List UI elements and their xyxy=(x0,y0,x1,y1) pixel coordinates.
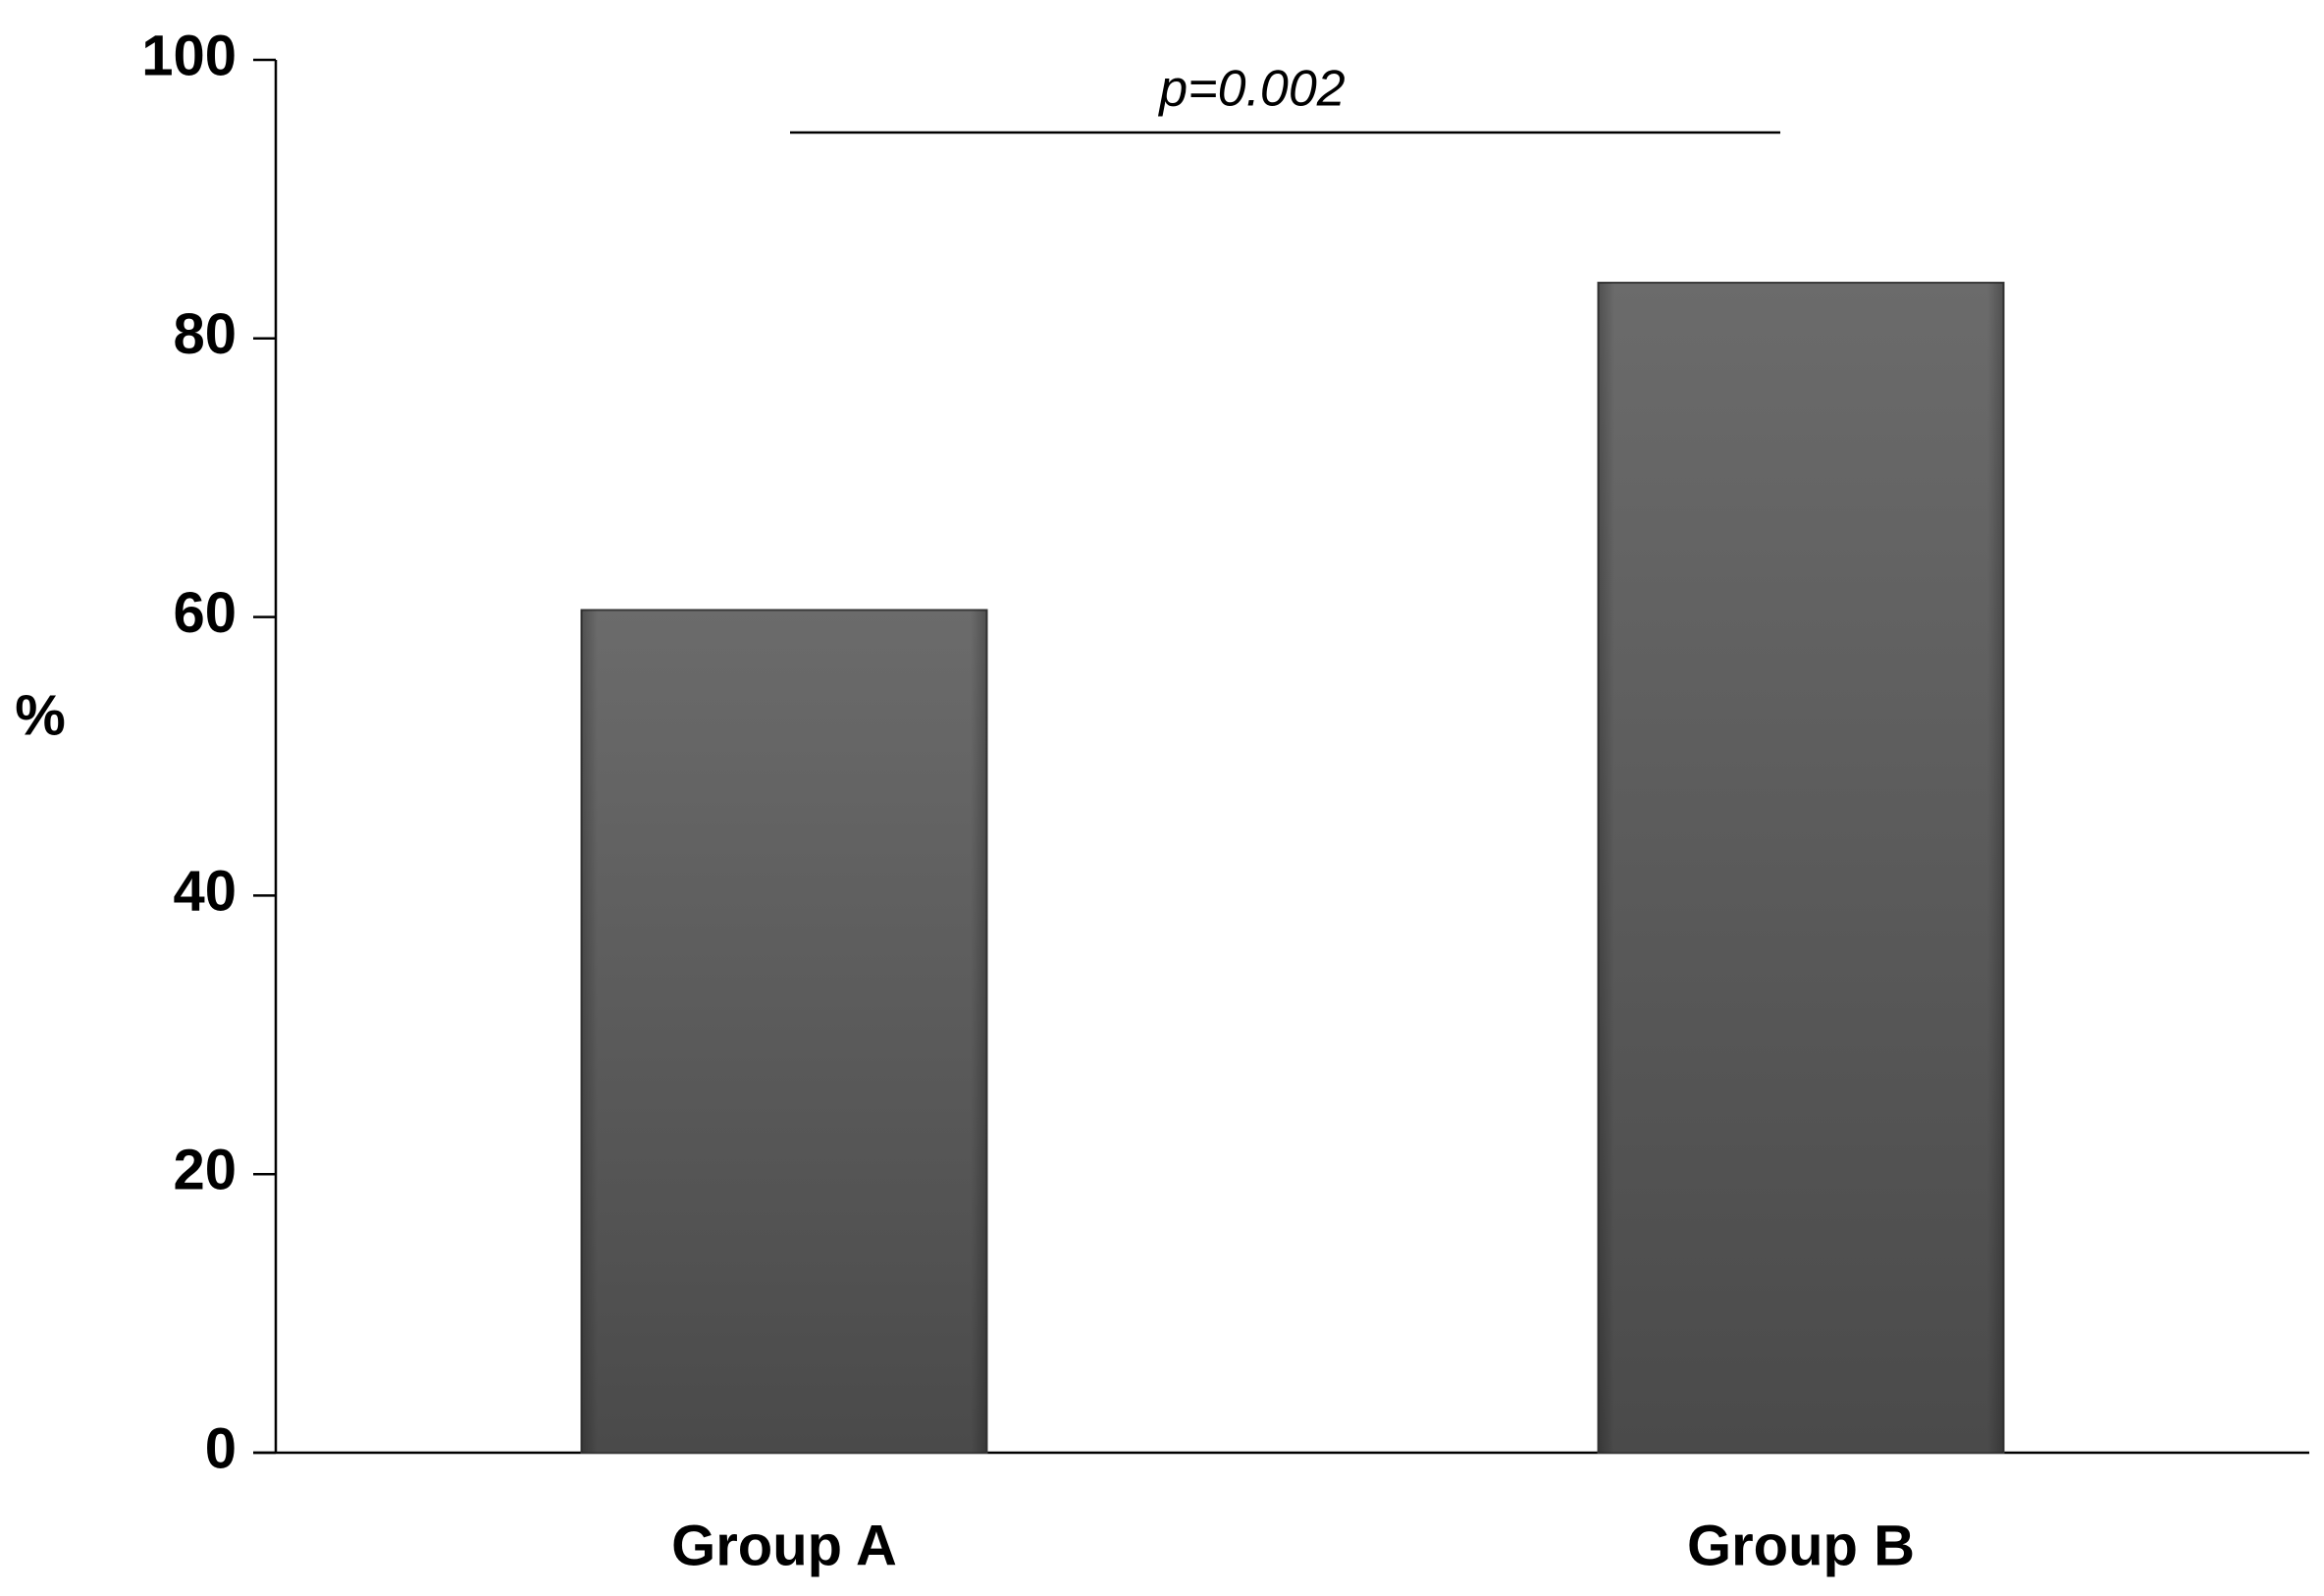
y-tick-label: 60 xyxy=(173,581,237,645)
y-tick-label: 80 xyxy=(173,302,237,366)
x-tick-label: Group A xyxy=(671,1514,897,1577)
y-axis-label: % xyxy=(15,683,66,747)
y-tick-label: 100 xyxy=(141,24,237,87)
y-tick-label: 0 xyxy=(205,1416,237,1480)
y-tick-label: 20 xyxy=(173,1139,237,1202)
y-tick-label: 40 xyxy=(173,860,237,924)
bar-shade xyxy=(1598,283,2004,1453)
annotation: p=0.002 xyxy=(1157,61,1345,118)
bar-shade xyxy=(581,610,987,1453)
x-tick-label: Group B xyxy=(1687,1514,1915,1577)
